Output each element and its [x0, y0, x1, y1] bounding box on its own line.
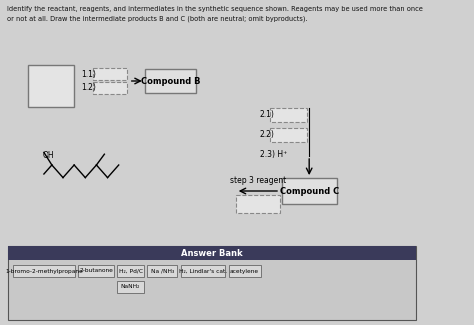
Text: step 3 reagent: step 3 reagent: [230, 176, 286, 185]
Text: 1-bromo-2-methylpropane: 1-bromo-2-methylpropane: [5, 268, 83, 274]
FancyBboxPatch shape: [28, 65, 74, 107]
Text: Answer Bank: Answer Bank: [181, 249, 243, 257]
FancyBboxPatch shape: [145, 69, 196, 93]
FancyBboxPatch shape: [93, 68, 127, 80]
FancyBboxPatch shape: [93, 82, 127, 94]
FancyBboxPatch shape: [270, 108, 308, 122]
FancyBboxPatch shape: [181, 265, 225, 277]
Text: 2.2): 2.2): [260, 130, 274, 139]
Text: NaNH₂: NaNH₂: [121, 284, 140, 290]
FancyBboxPatch shape: [8, 246, 416, 260]
Text: 2.3) H⁺: 2.3) H⁺: [260, 150, 287, 159]
Text: 2-butanone: 2-butanone: [79, 268, 113, 274]
Text: Compound C: Compound C: [280, 187, 339, 196]
FancyBboxPatch shape: [270, 128, 308, 142]
FancyBboxPatch shape: [236, 195, 280, 213]
FancyBboxPatch shape: [117, 281, 144, 293]
Text: Na /NH₃: Na /NH₃: [151, 268, 174, 274]
Text: 2.1): 2.1): [260, 110, 274, 119]
FancyBboxPatch shape: [282, 178, 337, 204]
Text: OH: OH: [43, 151, 55, 160]
Text: H₂, Pd/C: H₂, Pd/C: [118, 268, 143, 274]
Text: Identify the reactant, reagents, and intermediates in the synthetic sequence sho: Identify the reactant, reagents, and int…: [7, 6, 423, 12]
FancyBboxPatch shape: [117, 265, 144, 277]
FancyBboxPatch shape: [229, 265, 261, 277]
Text: or not at all. Draw the intermediate products B and C (both are neutral; omit by: or not at all. Draw the intermediate pro…: [7, 15, 307, 21]
Text: Compound B: Compound B: [141, 76, 200, 85]
FancyBboxPatch shape: [147, 265, 177, 277]
FancyBboxPatch shape: [8, 246, 416, 320]
Text: acetylene: acetylene: [230, 268, 259, 274]
FancyBboxPatch shape: [13, 265, 75, 277]
Text: 1.1): 1.1): [81, 70, 96, 79]
Text: 1.2): 1.2): [81, 83, 96, 92]
FancyBboxPatch shape: [78, 265, 114, 277]
Text: H₂, Lindlar's cat.: H₂, Lindlar's cat.: [179, 268, 227, 274]
